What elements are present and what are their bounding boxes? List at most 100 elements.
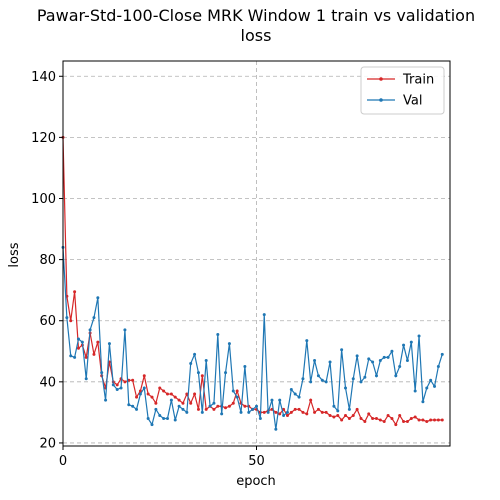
data-point-val <box>131 404 135 408</box>
data-point-train <box>413 415 417 419</box>
data-point-val <box>258 417 262 420</box>
data-point-val <box>429 378 433 382</box>
y-tick-label: 140 <box>31 70 56 85</box>
data-point-train <box>285 413 289 417</box>
data-point-val <box>84 377 88 381</box>
data-point-val <box>158 413 162 417</box>
data-point-train <box>158 386 162 390</box>
data-point-val <box>340 348 344 352</box>
data-point-train <box>123 380 127 384</box>
data-point-train <box>231 401 235 405</box>
x-axis-label: epoch <box>236 474 276 489</box>
data-point-val <box>196 371 200 375</box>
data-point-val <box>181 407 185 411</box>
data-point-val <box>111 383 115 387</box>
data-point-val <box>123 328 127 332</box>
data-point-val <box>235 395 239 399</box>
data-point-train <box>382 420 386 424</box>
data-point-train <box>165 392 169 396</box>
data-point-train <box>309 398 313 402</box>
data-point-val <box>247 410 251 414</box>
data-point-val <box>216 332 220 336</box>
data-point-train <box>274 410 278 414</box>
data-point-train <box>405 420 409 424</box>
data-point-val <box>359 380 363 384</box>
data-point-train <box>193 392 197 396</box>
data-point-val <box>177 404 181 408</box>
series-train <box>61 135 444 427</box>
data-point-val <box>270 398 274 402</box>
data-point-val <box>146 417 150 420</box>
data-point-train <box>386 413 390 417</box>
data-point-val <box>440 352 444 356</box>
data-point-train <box>402 420 406 424</box>
data-point-train <box>297 407 301 411</box>
data-point-train <box>374 417 378 420</box>
data-point-val <box>282 413 286 417</box>
data-point-val <box>220 412 224 416</box>
x-tick-label: 0 <box>59 454 67 469</box>
axis-ticks: 20 40 60 80 100 120 140 0 50 <box>31 70 265 469</box>
data-point-val <box>162 417 166 420</box>
y-tick-label: 120 <box>31 131 56 146</box>
data-point-val <box>135 407 139 411</box>
data-point-train <box>289 410 293 414</box>
data-point-train <box>336 413 340 417</box>
data-point-val <box>169 398 173 402</box>
data-point-val <box>262 313 266 317</box>
data-point-train <box>212 407 216 411</box>
legend-label: Val <box>403 94 422 109</box>
x-tick-label: 50 <box>248 454 265 469</box>
data-point-train <box>84 355 88 359</box>
data-point-val <box>386 355 390 359</box>
legend-item-train: Train <box>367 73 434 88</box>
y-axis-label: loss <box>7 242 22 267</box>
data-point-val <box>324 380 328 384</box>
data-point-train <box>185 392 189 396</box>
data-point-train <box>146 392 150 396</box>
data-point-train <box>150 395 154 399</box>
data-point-val <box>394 374 398 378</box>
legend: Train Val <box>360 66 445 115</box>
data-point-train <box>429 418 433 422</box>
data-point-val <box>266 410 270 414</box>
data-point-val <box>425 386 429 390</box>
data-point-val <box>73 355 77 359</box>
data-point-train <box>363 420 367 424</box>
data-point-train <box>135 395 139 399</box>
series-val <box>61 245 444 431</box>
data-point-val <box>138 392 142 396</box>
data-point-train <box>436 418 440 422</box>
chart-title-line-2: loss <box>241 26 272 45</box>
y-tick-label: 80 <box>39 253 56 268</box>
data-point-train <box>344 413 348 417</box>
data-point-val <box>409 340 413 344</box>
data-point-train <box>216 404 220 408</box>
data-point-val <box>154 407 158 411</box>
data-point-train <box>359 417 363 420</box>
data-point-val <box>417 334 421 338</box>
data-point-val <box>289 387 293 391</box>
data-point-val <box>363 375 367 379</box>
data-point-val <box>165 417 169 420</box>
data-point-val <box>374 374 378 378</box>
data-point-train <box>347 417 351 420</box>
data-point-val <box>92 316 96 320</box>
data-point-train <box>115 383 119 387</box>
data-point-train <box>390 417 394 420</box>
data-point-train <box>162 389 166 393</box>
data-point-val <box>413 389 417 393</box>
data-point-train <box>69 319 73 323</box>
data-point-val <box>200 410 204 414</box>
data-point-train <box>154 401 158 405</box>
data-point-train <box>301 410 305 414</box>
data-point-train <box>417 418 421 422</box>
data-point-val <box>347 407 351 411</box>
data-point-train <box>378 418 382 422</box>
data-point-train <box>177 398 181 402</box>
data-point-val <box>76 337 80 341</box>
data-point-val <box>104 398 108 402</box>
data-point-train <box>367 412 371 416</box>
data-point-val <box>433 384 437 388</box>
